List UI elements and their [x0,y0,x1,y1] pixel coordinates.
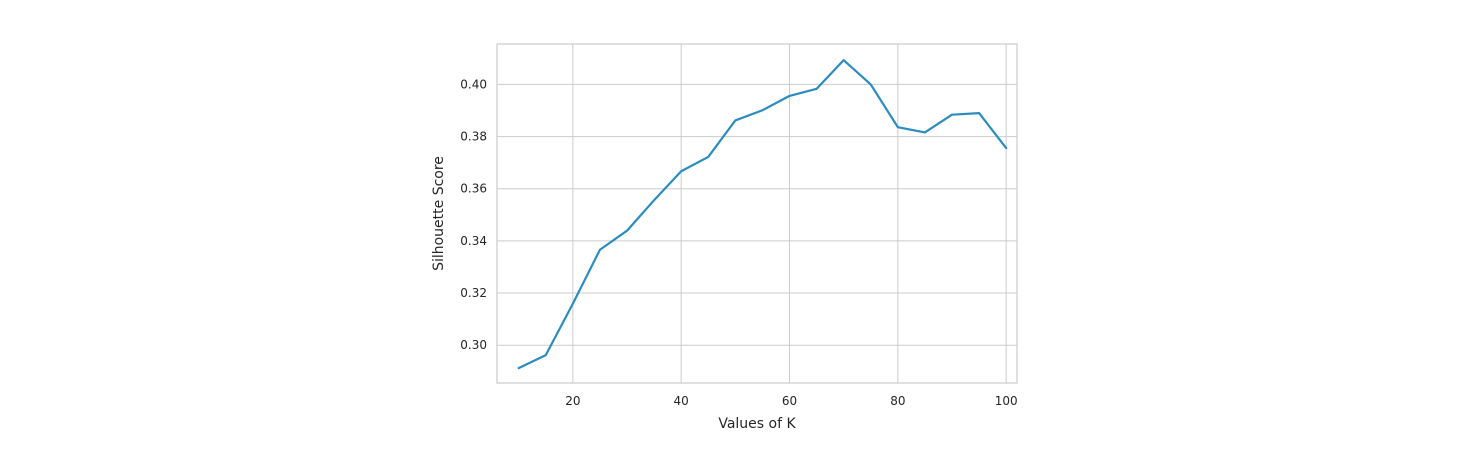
grid-lines [497,44,1017,383]
y-tick-label-5: 0.40 [460,77,487,91]
x-tick-labels: 20 40 60 80 100 [565,394,1017,408]
y-tick-label-0: 0.30 [460,338,487,352]
x-tick-label-3: 80 [890,394,905,408]
y-axis-label: Silhouette Score [431,156,447,271]
plot-frame [496,43,1018,384]
x-tick-label-2: 60 [782,394,797,408]
x-tick-label-4: 100 [995,394,1018,408]
y-tick-label-1: 0.32 [460,286,487,300]
series-line-0 [517,59,1008,370]
y-tick-label-4: 0.38 [460,130,487,144]
x-axis-label: Values of K [718,416,796,432]
y-tick-label-3: 0.36 [460,182,487,196]
y-tick-labels: 0.30 0.32 0.34 0.36 0.38 0.40 [460,77,487,352]
y-tick-label-2: 0.34 [460,234,487,248]
x-tick-label-0: 20 [565,394,580,408]
x-tick-label-1: 40 [674,394,689,408]
series-layer [517,59,1008,370]
